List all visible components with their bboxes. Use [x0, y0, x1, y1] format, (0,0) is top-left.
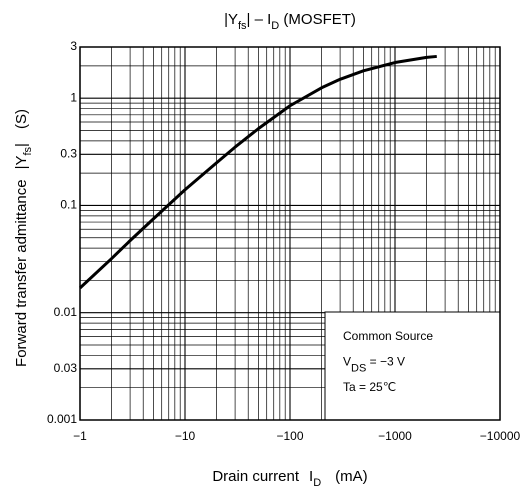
- y-tick-label: 0.01: [54, 305, 78, 319]
- chart-title: |Yfs| – ID (MOSFET): [224, 11, 356, 32]
- y-tick-label: 0.03: [54, 361, 78, 375]
- text-part: = −3 V: [366, 355, 405, 369]
- text-part: Forward transfer admittance: [13, 179, 30, 367]
- text-part: D: [271, 20, 279, 32]
- text-part: fs: [238, 20, 247, 32]
- text-part: (MOSFET): [279, 11, 356, 28]
- text-part: | – I: [247, 11, 272, 28]
- y-tick-label: 0.1: [60, 198, 77, 212]
- legend-text: VDS = −3 V: [343, 355, 405, 375]
- text-part: (mA): [335, 468, 368, 485]
- plot-frame: [79, 46, 501, 421]
- curve: [78, 54, 437, 290]
- text-part: Drain current: [212, 468, 300, 485]
- x-axis-label: Drain current ID (mA): [212, 468, 367, 489]
- text-part: V: [343, 355, 351, 369]
- text-part: I: [309, 468, 313, 485]
- text-part: |: [13, 143, 30, 147]
- text-part: D: [313, 477, 321, 489]
- y-tick-label: 0.3: [60, 146, 77, 160]
- text-part: Common Source: [343, 329, 433, 343]
- y-tick-label: 0.001: [47, 412, 77, 426]
- x-tick-label: −1000: [378, 429, 412, 443]
- text-part: |Y: [13, 155, 30, 169]
- text-part: (S): [13, 109, 30, 129]
- text-part: Ta = 25℃: [343, 380, 396, 394]
- legend-box: [324, 311, 501, 421]
- text-part: fs: [22, 146, 34, 155]
- text-part: DS: [351, 362, 366, 374]
- x-tick-label: −100: [276, 429, 303, 443]
- x-tick-label: −1: [73, 429, 87, 443]
- legend-text: Ta = 25℃: [343, 380, 396, 394]
- text-part: |Y: [224, 11, 238, 28]
- y-tick-label: 3: [70, 39, 77, 53]
- y-tick-label: 1: [70, 90, 77, 104]
- legend-text: Common Source: [343, 329, 433, 343]
- x-tick-label: −10000: [480, 429, 521, 443]
- x-tick-label: −10: [175, 429, 196, 443]
- y-axis-label: Forward transfer admittance |Yfs| (S): [13, 109, 34, 367]
